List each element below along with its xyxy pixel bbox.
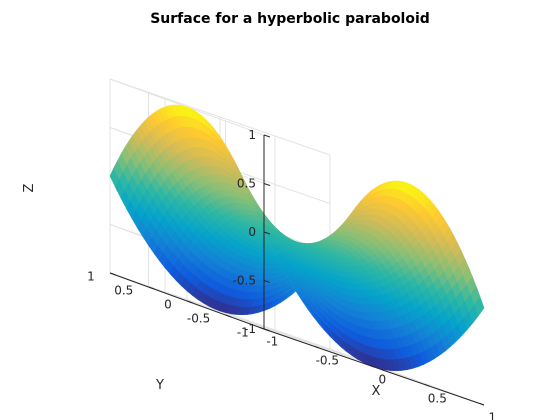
- chart-title: Surface for a hyperbolic paraboloid: [150, 11, 430, 27]
- grid-line-floor-y-1: [225, 314, 446, 392]
- x-tick-mark: [479, 402, 485, 406]
- y-tick-label: -1: [237, 325, 249, 339]
- z-tick-label: 1: [248, 128, 256, 142]
- y-axis-label: Y: [155, 378, 164, 393]
- z-tick-mark: [263, 231, 271, 235]
- z-tick-mark: [263, 328, 271, 332]
- z-tick-mark: [263, 280, 271, 283]
- x-tick-label: -1: [266, 334, 278, 348]
- x-tick-mark: [259, 326, 265, 330]
- x-tick-mark: [369, 364, 375, 368]
- x-tick-mark: [314, 345, 320, 349]
- y-tick-label: 1: [87, 269, 95, 283]
- surface-patch: [474, 296, 485, 317]
- z-tick-label: -1: [244, 322, 256, 336]
- axis-layer: -1 -0.5 0 0.5 1 -1 -0.5 0 0.5 1 -1 -0.5 0 0.5 1: [87, 128, 496, 420]
- x-tick-label: 0: [378, 372, 386, 386]
- z-tick-mark: [263, 134, 271, 138]
- y-tick-mark: [225, 314, 232, 318]
- x-tick-label: 0.5: [428, 391, 447, 405]
- x-tick-mark: [424, 383, 430, 387]
- z-tick-label: -0.5: [233, 274, 256, 288]
- y-tick-label: 0.5: [114, 283, 133, 297]
- z-tick-mark: [263, 183, 271, 186]
- z-axis-label: Z: [22, 183, 37, 192]
- z-tick-label: 0: [248, 225, 256, 239]
- y-tick-mark: [109, 272, 116, 276]
- x-tick-label: -0.5: [316, 353, 339, 367]
- x-tick-label: 1: [488, 410, 496, 420]
- x-axis-label: X: [372, 384, 381, 399]
- grid-line-floor-y-3: [148, 286, 369, 364]
- y-tick-label: 0: [164, 297, 172, 311]
- surface-plot: [109, 104, 485, 372]
- grid-line-back-z-4: [109, 78, 331, 156]
- y-tick-mark: [148, 286, 155, 290]
- z-tick-label: 0.5: [237, 177, 256, 191]
- y-tick-mark: [186, 300, 193, 304]
- y-tick-label: -0.5: [187, 311, 210, 325]
